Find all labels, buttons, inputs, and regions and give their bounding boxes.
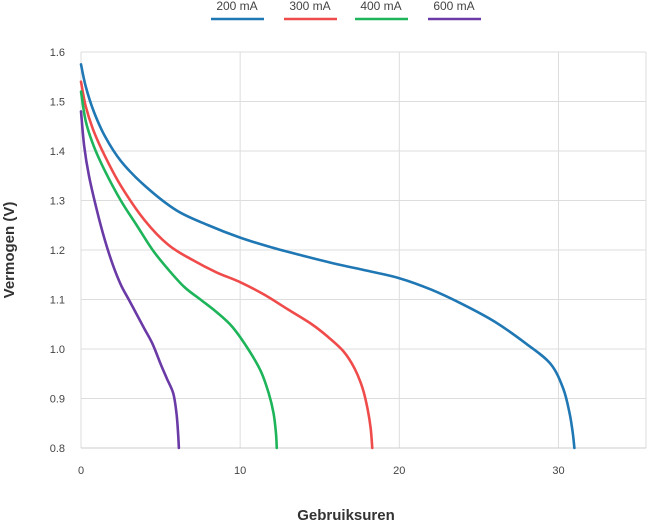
x-tick-label: 10 <box>234 465 246 477</box>
y-tick-label: 1.3 <box>50 196 65 208</box>
axes: 0.8 0.9 1.0 1.1 1.2 1.3 1.4 1.5 1.6 0 10 20 30 <box>50 47 646 477</box>
series-lines <box>79 63 576 450</box>
series-line-1 <box>79 63 576 450</box>
grid <box>80 51 647 449</box>
y-tick-label: 1.1 <box>50 295 65 307</box>
x-axis-title: Gebruiksuren <box>297 507 395 521</box>
x-tick-label: 20 <box>393 465 405 477</box>
y-tick-label: 0.8 <box>50 443 65 455</box>
legend-label: 600 mA <box>433 0 474 13</box>
series-line-2 <box>79 80 374 450</box>
y-tick-label: 1.5 <box>50 97 65 109</box>
y-tick-label: 1.0 <box>50 344 65 356</box>
legend-label: 300 mA <box>289 0 330 13</box>
x-tick-label: 30 <box>552 465 564 477</box>
x-tick-label: 0 <box>78 465 84 477</box>
y-tick-label: 1.6 <box>50 47 65 59</box>
y-axis-title: Vermogen (V) <box>1 202 18 299</box>
y-tick-label: 0.9 <box>50 394 65 406</box>
legend: 200 mA 300 mA 400 mA 600 mA <box>211 0 481 21</box>
legend-label: 400 mA <box>360 0 401 13</box>
series-line-4 <box>79 110 181 450</box>
series-line-3 <box>79 90 279 450</box>
y-tick-label: 1.2 <box>50 245 65 257</box>
legend-label: 200 mA <box>216 0 257 13</box>
y-tick-label: 1.4 <box>50 146 65 158</box>
